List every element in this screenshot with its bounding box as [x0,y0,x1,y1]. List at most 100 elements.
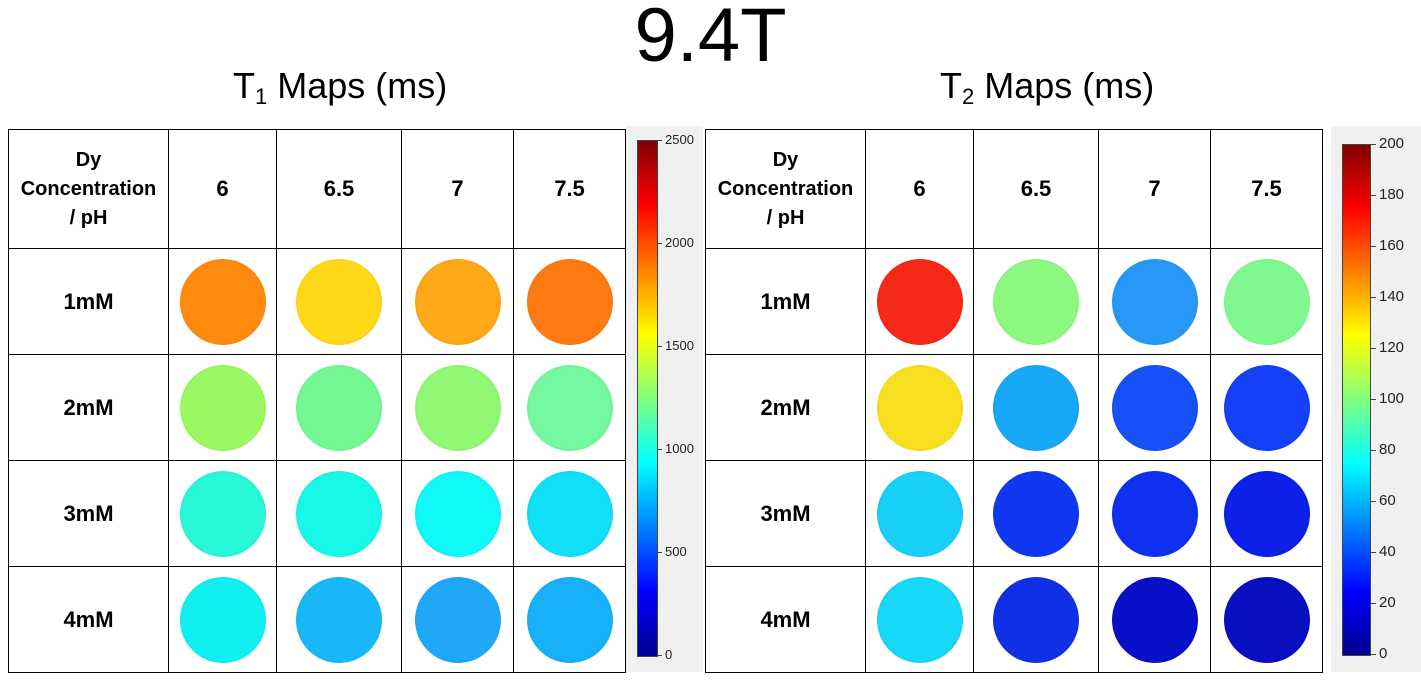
t1-map-disc [179,258,266,345]
map-cell [865,248,974,355]
map-cell [1098,354,1211,461]
corner-label: Dy Concentration / pH [705,129,866,249]
map-cell [865,460,974,567]
colorbar-tick-label: 100 [1370,390,1405,407]
t1-map-disc [296,470,382,557]
ph-header: 6 [168,129,277,249]
table-row: 1mM [705,248,1323,355]
colorbar-tick-label: 2000 [658,235,694,250]
map-cell [1210,248,1323,355]
colorbar-tick-label: 0 [1370,645,1388,662]
t2-map-table: Dy Concentration / pH 6 6.5 7 7.5 1mM 2mM … [705,129,1323,673]
t2-map-disc [876,576,963,663]
colorbar-tick-label: 60 [1371,492,1396,509]
t2-map-disc [1111,576,1198,663]
map-cell [973,248,1099,355]
t1-map-disc [414,576,501,663]
colorbar-tick-label: 160 [1370,237,1405,254]
t1-panel-title: T1 Maps (ms) [233,65,448,109]
map-cell [401,248,514,355]
table-row: 3mM [705,460,1323,567]
map-cell [1098,460,1211,567]
map-cell [168,566,277,673]
t1-map-disc [179,576,266,663]
map-cell [401,566,514,673]
colorbar-tick-label: 80 [1371,441,1396,458]
t1-map-disc [179,470,266,557]
t2-map-disc [993,576,1079,663]
colorbar-tick-label: 1000 [658,441,694,456]
colorbar-tick-label: 1500 [658,338,694,353]
corner-label: Dy Concentration / pH [8,129,169,249]
t2-colorbar [1342,144,1371,656]
map-cell [1210,460,1323,567]
map-cell [168,460,277,567]
ph-header: 6.5 [276,129,402,249]
t2-panel-title: T2 Maps (ms) [940,65,1155,109]
map-cell [276,566,402,673]
t2-map-disc [1223,576,1310,663]
colorbar-tick-label: 40 [1371,543,1396,560]
t2-map-disc [1111,470,1198,557]
colorbar-tick-label: 180 [1370,186,1405,203]
map-cell [276,460,402,567]
ph-header: 7.5 [1210,129,1323,249]
concentration-label: 4mM [705,566,866,673]
concentration-label: 2mM [8,354,169,461]
t1-map-disc [296,258,382,345]
header-row: Dy Concentration / pH 6 6.5 7 7.5 [8,129,626,249]
t2-map-disc [1111,258,1198,345]
t2-map-disc [993,364,1079,451]
map-cell [973,566,1099,673]
map-cell [513,566,626,673]
ph-header: 6.5 [973,129,1099,249]
ph-header: 7 [401,129,514,249]
map-cell [276,354,402,461]
map-cell [865,354,974,461]
concentration-label: 2mM [705,354,866,461]
map-cell [513,460,626,567]
concentration-label: 3mM [8,460,169,567]
map-cell [276,248,402,355]
table-row: 1mM [8,248,626,355]
t2-map-disc [876,470,963,557]
map-cell [1210,354,1323,461]
map-cell [1098,566,1211,673]
concentration-label: 1mM [705,248,866,355]
map-cell [973,460,1099,567]
map-cell [865,566,974,673]
t2-map-disc [993,470,1079,557]
colorbar-tick-label: 200 [1370,135,1405,152]
concentration-label: 4mM [8,566,169,673]
colorbar-tick-label: 20 [1371,594,1396,611]
t1-map-disc [414,364,501,451]
map-cell [973,354,1099,461]
main-title: 9.4T [634,0,787,78]
table-row: 2mM [705,354,1323,461]
t1-map-disc [526,470,613,557]
t1-map-disc [296,576,382,663]
t2-map-disc [1223,470,1310,557]
table-row: 3mM [8,460,626,567]
map-cell [513,354,626,461]
t1-map-table: Dy Concentration / pH 6 6.5 7 7.5 1mM 2mM … [8,129,626,673]
t1-colorbar [637,140,658,657]
t2-map-disc [876,258,963,345]
table-row: 4mM [705,566,1323,673]
concentration-label: 3mM [705,460,866,567]
t2-map-disc [1111,364,1198,451]
concentration-label: 1mM [8,248,169,355]
colorbar-tick-label: 140 [1370,288,1405,305]
map-cell [1210,566,1323,673]
map-cell [401,460,514,567]
map-cell [168,248,277,355]
map-cell [513,248,626,355]
map-cell [401,354,514,461]
colorbar-tick-label: 2500 [658,132,694,147]
ph-header: 6 [865,129,974,249]
map-cell [168,354,277,461]
ph-header: 7 [1098,129,1211,249]
header-row: Dy Concentration / pH 6 6.5 7 7.5 [705,129,1323,249]
t2-map-disc [993,258,1079,345]
ph-header: 7.5 [513,129,626,249]
